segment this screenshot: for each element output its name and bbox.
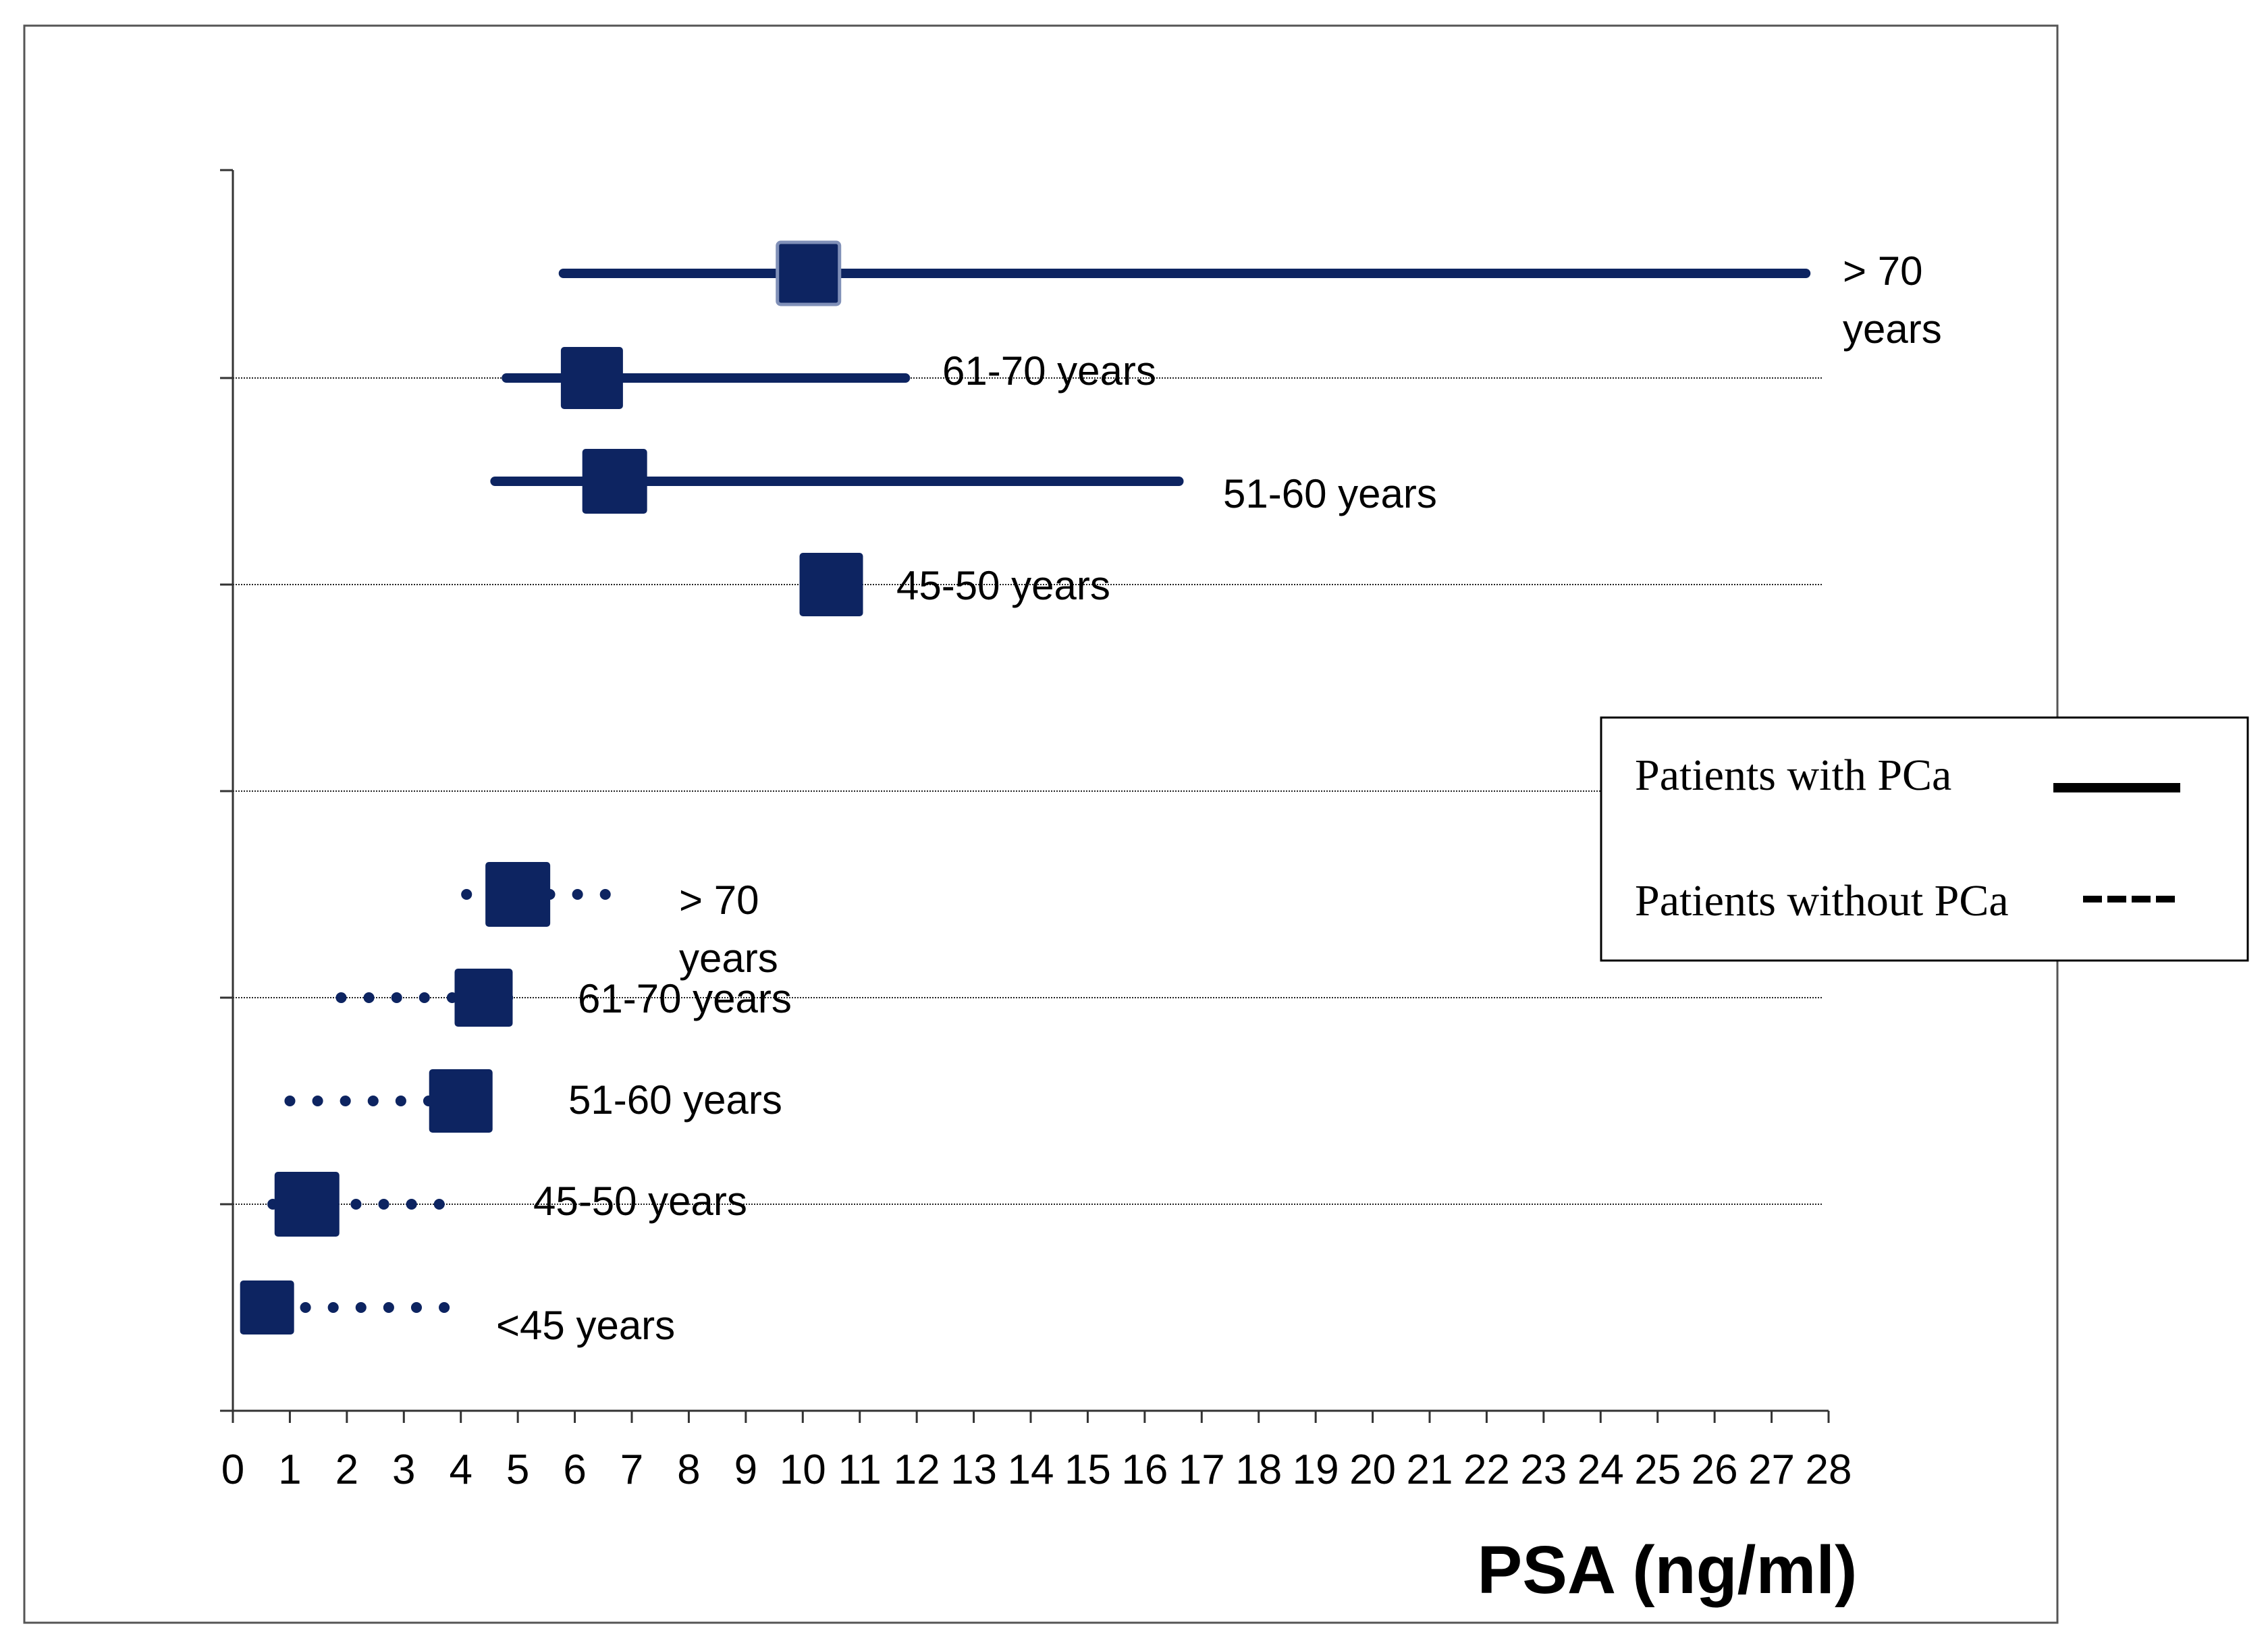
x-tick-label: 24 bbox=[1577, 1447, 1624, 1493]
category-label: 61-70 years bbox=[578, 976, 792, 1021]
series-with-pca: > 70 years 61-70 years 51-60 years 45-50 yea… bbox=[490, 240, 1942, 616]
x-tick-label: 12 bbox=[894, 1447, 940, 1493]
x-tick-label: 11 bbox=[838, 1447, 882, 1493]
x-tick-label: 0 bbox=[221, 1447, 244, 1493]
x-tick-label: 18 bbox=[1235, 1447, 1282, 1493]
legend-label-pca: Patients with PCa bbox=[1635, 751, 1951, 800]
category-label: 51-60 years bbox=[1223, 471, 1437, 516]
legend: Patients with PCa Patients without PCa bbox=[1600, 716, 2249, 962]
x-tick-label: 17 bbox=[1179, 1447, 1225, 1493]
category-label: <45 years bbox=[496, 1303, 675, 1348]
median-marker bbox=[560, 347, 623, 409]
median-marker bbox=[454, 969, 513, 1027]
x-tick-label: 26 bbox=[1692, 1447, 1738, 1493]
x-tick-label: 2 bbox=[335, 1447, 358, 1493]
x-tick-label: 7 bbox=[620, 1447, 643, 1493]
median-marker bbox=[240, 1280, 294, 1334]
x-tick-label: 9 bbox=[734, 1447, 757, 1493]
y-axis bbox=[220, 169, 234, 1412]
x-tick-label: 16 bbox=[1121, 1447, 1168, 1493]
median-marker bbox=[799, 553, 863, 616]
median-marker bbox=[776, 240, 842, 306]
x-tick-label: 4 bbox=[449, 1447, 472, 1493]
legend-box bbox=[1600, 716, 2249, 962]
x-axis-tick-labels: 0 1 2 3 4 5 6 7 8 9 10 11 12 13 14 15 16 17 18 19 20 21 22 23 24… bbox=[221, 1447, 1852, 1493]
x-tick-label: 14 bbox=[1008, 1447, 1054, 1493]
x-tick-label: 10 bbox=[780, 1447, 826, 1493]
x-tick-label: 27 bbox=[1748, 1447, 1795, 1493]
x-axis-ticks bbox=[232, 1411, 1830, 1423]
x-axis-title: PSA (ng/ml) bbox=[1478, 1532, 1858, 1608]
x-tick-label: 21 bbox=[1407, 1447, 1453, 1493]
x-tick-label: 20 bbox=[1349, 1447, 1396, 1493]
x-tick-label: 25 bbox=[1634, 1447, 1681, 1493]
median-marker bbox=[582, 449, 647, 514]
x-axis: 0 1 2 3 4 5 6 7 8 9 10 11 12 13 14 15 16 17 18 19 20 21 22 23 24… bbox=[221, 1409, 1852, 1493]
category-label: > 70 bbox=[1843, 248, 1922, 294]
category-label: 45-50 years bbox=[533, 1179, 747, 1224]
x-tick-label: 13 bbox=[950, 1447, 997, 1493]
category-label: > 70 bbox=[679, 878, 759, 923]
x-tick-label: 23 bbox=[1520, 1447, 1567, 1493]
category-label: 45-50 years bbox=[896, 563, 1110, 608]
x-tick-label: 22 bbox=[1463, 1447, 1510, 1493]
x-tick-label: 8 bbox=[677, 1447, 700, 1493]
x-tick-label: 15 bbox=[1064, 1447, 1111, 1493]
x-tick-label: 3 bbox=[392, 1447, 415, 1493]
x-tick-label: 19 bbox=[1293, 1447, 1339, 1493]
x-tick-label: 5 bbox=[506, 1447, 529, 1493]
category-label: 61-70 years bbox=[942, 348, 1156, 394]
median-marker bbox=[429, 1069, 493, 1133]
median-marker bbox=[485, 862, 551, 927]
x-tick-label: 28 bbox=[1806, 1447, 1852, 1493]
category-label: 51-60 years bbox=[568, 1077, 782, 1123]
x-tick-label: 6 bbox=[563, 1447, 586, 1493]
category-label: years bbox=[1843, 306, 1942, 352]
category-label: years bbox=[679, 936, 778, 981]
x-tick-label: 1 bbox=[278, 1447, 301, 1493]
legend-label-no-pca: Patients without PCa bbox=[1635, 876, 2009, 925]
median-marker bbox=[274, 1172, 340, 1237]
